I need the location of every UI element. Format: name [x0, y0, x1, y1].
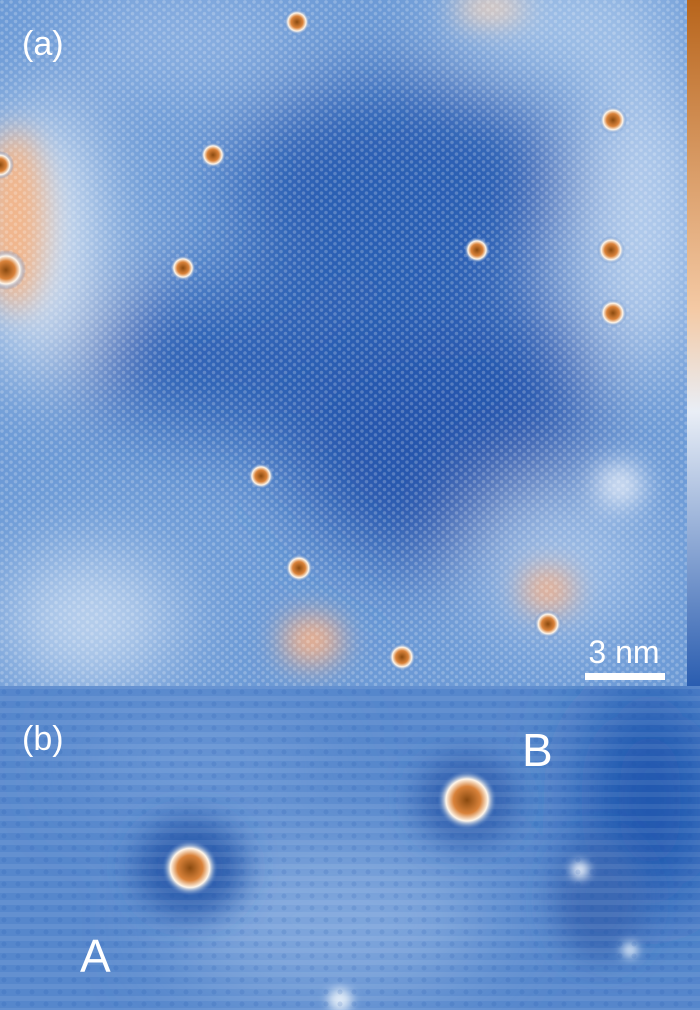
- panel-label: (b): [22, 720, 64, 758]
- site-label: B: [522, 724, 553, 776]
- color-bar: [687, 0, 700, 686]
- scale-bar: [585, 673, 665, 680]
- scale-bar-label: 3 nm: [588, 634, 659, 670]
- panel-label: (a): [22, 25, 64, 63]
- site-label: A: [80, 930, 111, 982]
- adatoms: [0, 9, 627, 671]
- panel-b: (b) A B: [0, 686, 700, 1010]
- panel-a: (a) 3 nm: [0, 0, 687, 686]
